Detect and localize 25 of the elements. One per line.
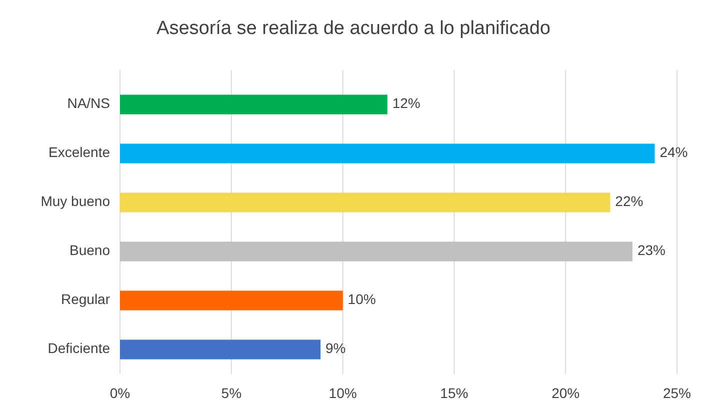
x-tick-label: 15% [440, 385, 468, 401]
data-label: 10% [348, 291, 376, 308]
y-tick-label: Deficiente [48, 340, 110, 356]
x-tick-label: 0% [110, 385, 130, 401]
x-tick-label: 10% [328, 385, 357, 401]
data-label: 22% [615, 193, 644, 210]
chart-title: Asesoría se realiza de acuerdo a lo planificado [156, 18, 550, 39]
y-tick-label: Excelente [48, 144, 110, 160]
bar [120, 94, 388, 114]
data-label: 24% [660, 144, 688, 160]
bar [120, 340, 321, 360]
x-tick-label: 20% [552, 385, 580, 401]
y-tick-label: NA/NS [67, 95, 110, 112]
y-tick-label: Regular [60, 291, 110, 308]
y-tick-label: Bueno [70, 242, 110, 258]
bar [120, 192, 610, 212]
x-tick-label: 25% [662, 385, 692, 401]
data-label: 12% [392, 95, 420, 112]
bar [120, 290, 343, 310]
data-label: 9% [326, 340, 346, 356]
bar [120, 242, 632, 262]
x-tick-label: 5% [221, 385, 242, 401]
data-label: 23% [637, 242, 666, 258]
y-tick-label: Muy bueno [40, 193, 110, 210]
bar [120, 144, 655, 164]
